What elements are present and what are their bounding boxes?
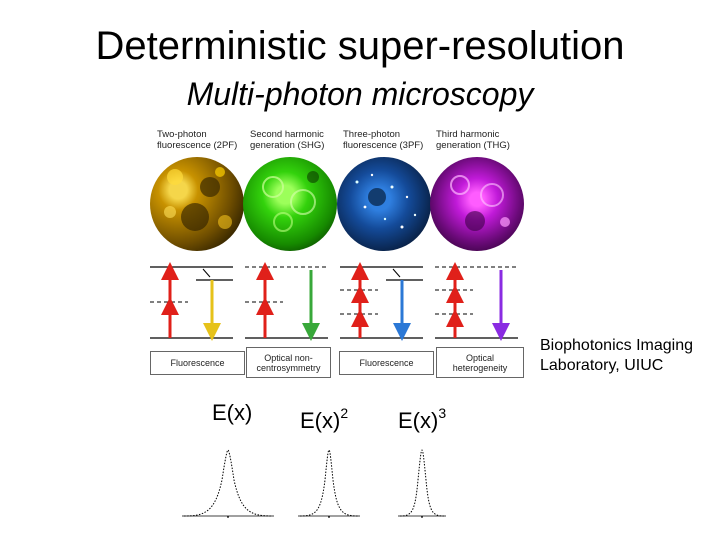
- credit-line: Biophotonics Imaging: [540, 337, 693, 354]
- box-line: Optical: [465, 352, 494, 363]
- energy-diagram-shg: [245, 262, 328, 341]
- field-label-linear: E(x): [212, 400, 252, 426]
- energy-diagram-3pf: [340, 262, 423, 341]
- channel-label-shg: Second harmonic generation (SHG): [250, 129, 345, 151]
- channel-label-line: Third harmonic: [436, 129, 500, 140]
- channel-label-line: generation (THG): [436, 140, 510, 151]
- slide-subtitle: Multi-photon microscopy: [186, 76, 534, 112]
- microscopy-image-thg: [430, 157, 524, 251]
- field-base: E(x): [212, 400, 253, 425]
- field-exponent: 3: [438, 405, 447, 421]
- microscopy-image-3pf: [337, 157, 431, 251]
- field-exponent: 2: [340, 405, 349, 421]
- field-base: E(x): [300, 408, 341, 433]
- credit-line: Laboratory, UIUC: [540, 357, 664, 374]
- channel-label-line: fluorescence (3PF): [343, 140, 424, 151]
- gaussian-profile-cubed: [398, 449, 446, 518]
- box-line: Fluorescence: [359, 358, 414, 368]
- microscopy-image-2pf: [150, 157, 244, 251]
- field-base: E(x): [398, 408, 439, 433]
- channel-label-2pf: Two-photon fluorescence (2PF): [157, 129, 252, 151]
- channel-label-line: fluorescence (2PF): [157, 140, 238, 151]
- texture-3pf: [355, 173, 417, 229]
- box-line: centrosymmetry: [256, 362, 321, 373]
- channel-label-line: Second harmonic: [250, 129, 324, 140]
- channel-label-thg: Third harmonic generation (THG): [436, 129, 531, 151]
- energy-diagram-2pf: [150, 262, 233, 341]
- mechanism-box-thg: Optical heterogeneity: [436, 347, 524, 378]
- mechanism-box-3pf: Fluorescence: [339, 351, 434, 375]
- box-line: Fluorescence: [170, 358, 225, 368]
- energy-level-diagrams: [150, 262, 518, 341]
- field-label-squared: E(x)2: [300, 400, 348, 434]
- texture-thg: [450, 175, 510, 231]
- gaussian-profile-linear: [182, 449, 274, 518]
- texture-2pf: [164, 167, 232, 231]
- channel-label-3pf: Three-photon fluorescence (3PF): [343, 129, 438, 151]
- credit-text: Biophotonics Imaging Laboratory, UIUC: [540, 336, 720, 376]
- energy-diagram-thg: [435, 262, 518, 341]
- field-label-cubed: E(x)3: [398, 400, 446, 434]
- mechanism-box-2pf: Fluorescence: [150, 351, 245, 375]
- box-line: Optical non-: [264, 352, 313, 363]
- channel-label-line: generation (SHG): [250, 140, 325, 151]
- slide-title: Deterministic super-resolution: [95, 24, 625, 68]
- microscopy-image-shg: [243, 157, 337, 251]
- channel-label-line: Two-photon: [157, 129, 207, 140]
- gaussian-profile-squared: [298, 449, 360, 518]
- mechanism-box-shg: Optical non-centrosymmetry: [246, 347, 331, 378]
- texture-shg: [262, 171, 319, 232]
- box-line: heterogeneity: [452, 362, 508, 373]
- channel-label-line: Three-photon: [343, 129, 401, 140]
